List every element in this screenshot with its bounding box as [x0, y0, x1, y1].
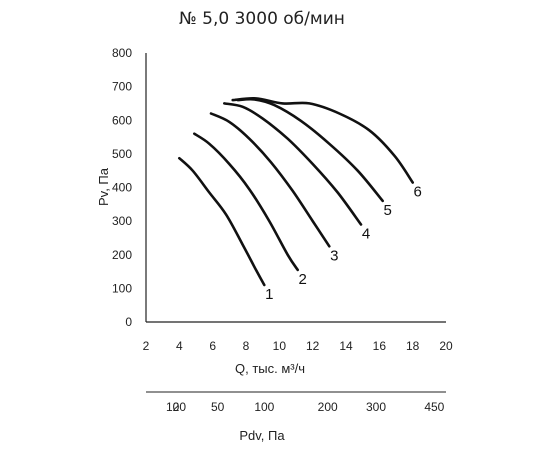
curve-1	[178, 156, 266, 287]
x-tick-label: 20	[439, 339, 453, 353]
curve-3	[209, 112, 331, 248]
curve-label-3: 3	[330, 247, 338, 264]
x-tick-label: 4	[176, 339, 183, 353]
y-tick-label: 100	[112, 281, 132, 295]
curve-2	[193, 132, 299, 272]
pressure-curves	[178, 96, 414, 287]
y-tick-label: 800	[112, 46, 132, 60]
y-axis-ticks: 0 100 200 300 400 500 600 700 800	[112, 46, 132, 329]
secondary-axis-label: Pdv, Па	[239, 428, 285, 443]
x-axis-label: Q, тыс. м³/ч	[235, 361, 305, 376]
secondary-tick-label: 20	[173, 400, 187, 414]
x-tick-label: 2	[143, 339, 150, 353]
x-tick-label: 16	[373, 339, 387, 353]
secondary-tick-label: 300	[366, 400, 386, 414]
secondary-tick-label: 450	[424, 400, 444, 414]
x-tick-label: 6	[209, 339, 216, 353]
x-tick-label: 8	[243, 339, 250, 353]
y-tick-label: 300	[112, 214, 132, 228]
secondary-tick-label: 100	[254, 400, 274, 414]
x-tick-label: 18	[406, 339, 420, 353]
secondary-tick-label: 200	[318, 400, 338, 414]
curve-label-5: 5	[383, 202, 391, 219]
x-axis-ticks: 2 4 6 8 10 12 14 16 18 20	[143, 339, 453, 353]
secondary-tick-label: 50	[211, 400, 225, 414]
y-axis-label: Pv, Па	[96, 167, 111, 206]
curve-6	[231, 96, 414, 184]
secondary-tick-label: 10	[166, 400, 180, 414]
x-tick-label: 14	[339, 339, 353, 353]
x-tick-label: 12	[306, 339, 320, 353]
y-tick-label: 700	[112, 80, 132, 94]
curve-label-4: 4	[362, 225, 370, 242]
curve-label-1: 1	[265, 286, 273, 303]
curve-labels: 1 2 3 45 6	[265, 183, 422, 303]
y-tick-label: 400	[112, 181, 132, 195]
x-tick-label: 10	[273, 339, 287, 353]
y-tick-label: 0	[125, 315, 132, 329]
curve-label-6: 6	[413, 183, 421, 200]
curve-label-2: 2	[298, 271, 306, 288]
chart-title: № 5,0 3000 об/мин	[179, 9, 345, 29]
curve-4	[223, 102, 363, 226]
y-tick-label: 500	[112, 147, 132, 161]
y-tick-label: 600	[112, 113, 132, 127]
y-tick-label: 200	[112, 248, 132, 262]
